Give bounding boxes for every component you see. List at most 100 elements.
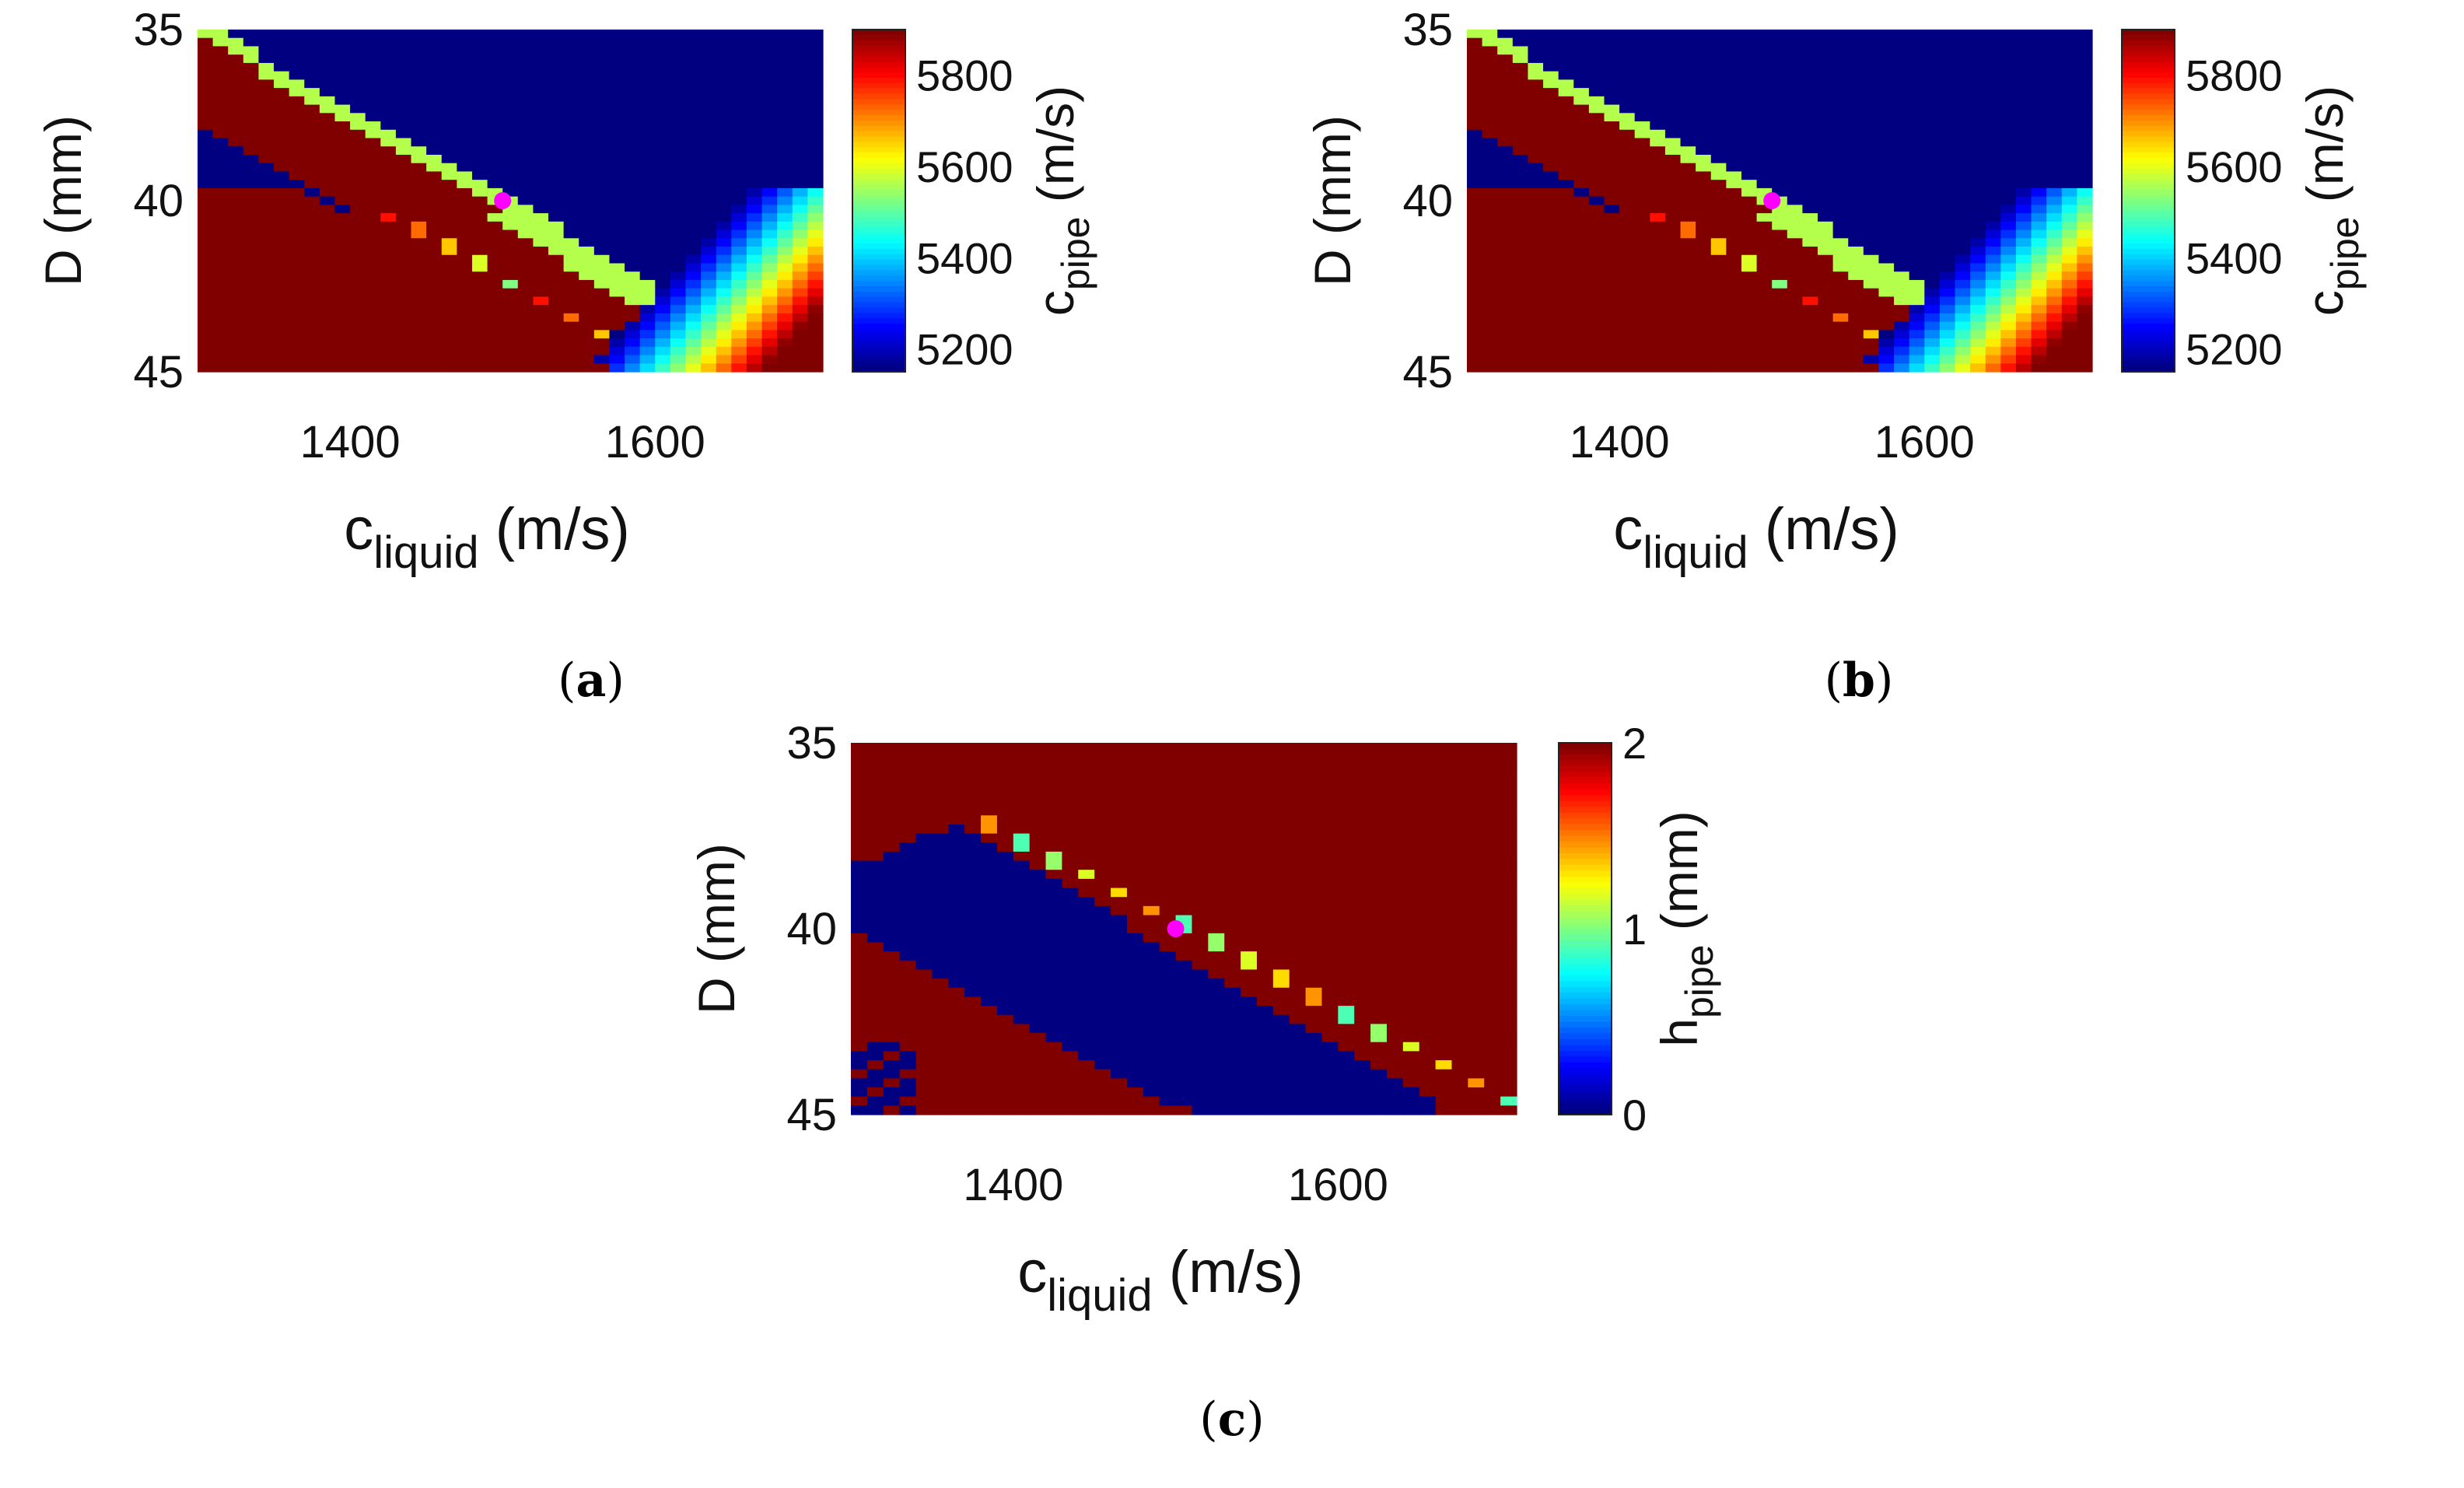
heatmap-cell xyxy=(289,129,305,139)
heatmap-cell xyxy=(1062,788,1079,798)
heatmap-cell xyxy=(2015,180,2032,189)
heatmap-cell xyxy=(1143,1042,1160,1052)
heatmap-cell xyxy=(899,924,917,934)
heatmap-cell xyxy=(1588,196,1605,205)
heatmap-cell xyxy=(1435,979,1453,989)
heatmap-cell xyxy=(228,196,244,205)
heatmap-cell xyxy=(365,363,381,373)
heatmap-cell xyxy=(319,113,336,122)
heatmap-cell xyxy=(1159,788,1177,798)
heatmap-cell xyxy=(2046,313,2063,323)
heatmap-cell xyxy=(457,247,473,256)
heatmap-cell xyxy=(426,196,443,205)
heatmap-cell xyxy=(1484,979,1501,989)
heatmap-cell xyxy=(609,313,625,323)
heatmap-cell xyxy=(1111,1051,1128,1061)
heatmap-cell xyxy=(851,878,868,889)
heatmap-cell xyxy=(851,815,868,825)
heatmap-cell xyxy=(670,121,687,131)
heatmap-cell xyxy=(1175,905,1193,916)
heatmap-cell xyxy=(228,180,244,189)
heatmap-cell xyxy=(1208,888,1225,898)
heatmap-cell xyxy=(533,355,549,364)
heatmap-cell xyxy=(1558,154,1574,164)
heatmap-cell xyxy=(2061,330,2077,339)
heatmap-cell xyxy=(1159,960,1177,971)
heatmap-cell xyxy=(365,196,381,205)
heatmap-cell xyxy=(1338,1051,1355,1061)
heatmap-cell xyxy=(746,263,763,272)
colorbar-tick-label: 5400 xyxy=(2186,233,2283,282)
heatmap-cell xyxy=(2015,254,2032,264)
heatmap-cell xyxy=(866,979,884,989)
heatmap-cell xyxy=(1955,180,1971,189)
heatmap-cell xyxy=(701,279,717,289)
heatmap-cell xyxy=(1634,313,1650,323)
heatmap-cell xyxy=(1848,121,1864,131)
heatmap-cell xyxy=(1386,951,1404,961)
heatmap-cell xyxy=(1402,779,1420,789)
heatmap-cell xyxy=(1604,146,1620,156)
heatmap-cell xyxy=(471,321,488,331)
heatmap-cell xyxy=(701,71,717,80)
heatmap-cell xyxy=(411,171,427,180)
heatmap-cell xyxy=(1256,851,1274,862)
heatmap-cell xyxy=(1482,288,1498,298)
heatmap-cell xyxy=(1543,205,1559,214)
colorbar-tick-label: 5800 xyxy=(916,51,1013,100)
heatmap-cell xyxy=(639,171,656,180)
y-tick-label: 35 xyxy=(133,5,184,55)
heatmap-cell xyxy=(1832,171,1849,180)
heatmap-cell xyxy=(1512,288,1529,298)
heatmap-cell xyxy=(426,138,443,147)
heatmap-cell xyxy=(1787,104,1804,114)
heatmap-cell xyxy=(1710,363,1727,373)
heatmap-cell xyxy=(1787,79,1804,89)
heatmap-cell xyxy=(1192,924,1209,934)
heatmap-cell xyxy=(258,288,275,298)
heatmap-cell xyxy=(1111,1042,1128,1052)
heatmap-cell xyxy=(1338,987,1355,998)
heatmap-cell xyxy=(1045,960,1063,971)
heatmap-cell xyxy=(2061,313,2077,323)
heatmap-cell xyxy=(1143,769,1160,780)
colorbar-swatch xyxy=(852,216,905,223)
heatmap-cell xyxy=(807,104,824,114)
heatmap-cell xyxy=(1143,979,1160,989)
heatmap-cell xyxy=(1370,897,1388,907)
heatmap-cell xyxy=(915,969,933,979)
heatmap-cell xyxy=(1500,1033,1517,1043)
heatmap-cell xyxy=(1192,842,1209,853)
heatmap-cell xyxy=(1500,788,1517,798)
heatmap-cell xyxy=(1386,797,1404,807)
heatmap-cell xyxy=(1402,897,1420,907)
heatmap-cell xyxy=(1094,806,1111,816)
heatmap-cell xyxy=(1664,88,1682,97)
heatmap-cell xyxy=(1878,221,1895,231)
heatmap-cell xyxy=(915,1006,933,1016)
heatmap-cell xyxy=(350,296,366,306)
heatmap-cell xyxy=(1848,129,1864,139)
heatmap-cell xyxy=(198,338,214,348)
heatmap-cell xyxy=(1321,1024,1339,1034)
heatmap-cell xyxy=(746,62,763,72)
heatmap-cell xyxy=(1894,37,1910,47)
heatmap-cell xyxy=(1062,933,1079,944)
heatmap-cell xyxy=(1741,305,1758,314)
heatmap-cell xyxy=(1045,905,1063,916)
heatmap-cell xyxy=(609,196,625,205)
heatmap-cell xyxy=(2000,113,2017,122)
heatmap-cell xyxy=(198,321,214,331)
heatmap-cell xyxy=(1909,171,1925,180)
heatmap-cell xyxy=(1370,815,1388,825)
heatmap-cell xyxy=(1650,187,1666,198)
heatmap-cell xyxy=(502,238,519,247)
heatmap-cell xyxy=(502,355,519,364)
heatmap-cell xyxy=(1256,1042,1274,1052)
heatmap-cell xyxy=(1419,1033,1437,1043)
heatmap-cell xyxy=(625,221,641,231)
heatmap-cell xyxy=(1451,1042,1468,1052)
heatmap-cell xyxy=(1878,238,1895,247)
heatmap-cell xyxy=(1512,88,1529,97)
heatmap-cell xyxy=(1111,751,1128,762)
